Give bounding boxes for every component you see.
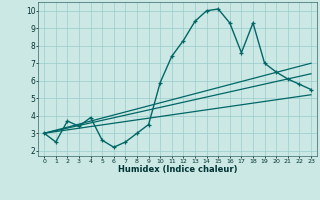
X-axis label: Humidex (Indice chaleur): Humidex (Indice chaleur) bbox=[118, 165, 237, 174]
